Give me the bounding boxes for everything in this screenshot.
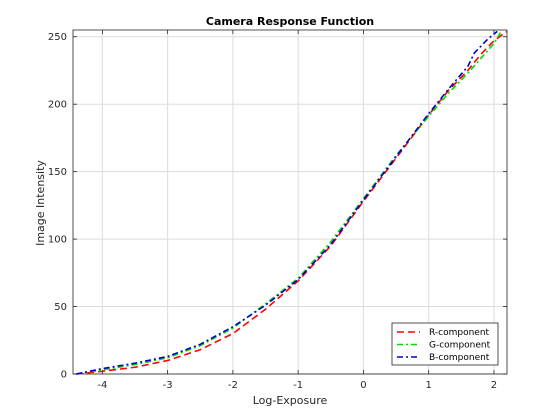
chart-title: Camera Response Function [206, 15, 374, 28]
y-tick-label: 150 [48, 167, 67, 178]
x-tick-label: 0 [360, 380, 366, 391]
y-tick-label: 0 [61, 370, 67, 381]
legend-entry-b-component: B-component [429, 353, 490, 363]
plot-border [72, 29, 508, 375]
series-line-b-component [76, 30, 498, 375]
x-tick-label: -2 [228, 380, 238, 391]
legend-box [391, 322, 499, 366]
y-tick-label: 250 [48, 32, 67, 43]
y-tick-label: 200 [48, 100, 67, 111]
y-tick-label: 100 [48, 235, 67, 246]
legend-entry-g-component: G-component [429, 341, 491, 351]
x-tick-label: -1 [293, 380, 303, 391]
y-axis-label: Image Intensity [34, 160, 47, 246]
series-line-r-component [76, 30, 508, 375]
x-tick-label: 2 [491, 380, 497, 391]
y-tick-label: 50 [54, 302, 67, 313]
legend-entry-r-component: R-component [429, 328, 490, 338]
x-tick-label: -4 [97, 380, 107, 391]
x-axis-label: Log-Exposure [253, 394, 328, 407]
x-tick-label: -3 [163, 380, 173, 391]
series-line-g-component [76, 32, 502, 375]
x-tick-label: 1 [425, 380, 431, 391]
plot-area [73, 30, 507, 374]
